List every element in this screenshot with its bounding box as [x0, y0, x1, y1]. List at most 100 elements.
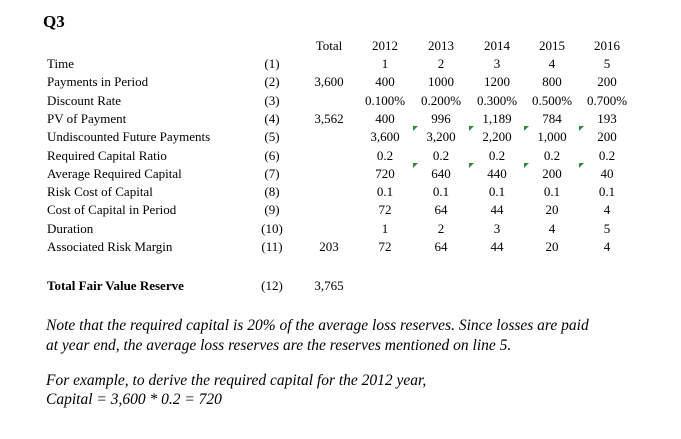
- row-ref: (3): [264, 92, 280, 108]
- row-ref: (4): [264, 110, 280, 126]
- table-cell: 193: [597, 110, 617, 126]
- table-cell: 72: [378, 239, 392, 254]
- table-cell: 2: [437, 220, 445, 236]
- row-total: 203: [319, 239, 339, 254]
- comment-marker-icon: [524, 126, 529, 132]
- table-cell: 4: [603, 239, 611, 254]
- table-cell: 0.1: [488, 184, 506, 200]
- row-label: Undiscounted Future Payments: [47, 129, 211, 145]
- table-cell: 3: [493, 56, 501, 71]
- row-ref: (5): [264, 129, 280, 145]
- table-cell: 0.200%: [420, 92, 462, 108]
- row-label: Average Required Capital: [47, 165, 182, 181]
- comment-marker-icon: [579, 126, 584, 132]
- comment-marker-icon: [524, 162, 529, 168]
- table-cell: 4: [548, 220, 556, 236]
- table-cell: 0.700%: [586, 92, 628, 108]
- table-cell: 2,200: [482, 129, 512, 145]
- row-ref: (11): [261, 239, 283, 254]
- example-line-2: Capital = 3,600 * 0.2 = 720: [46, 391, 222, 408]
- table-cell: 40: [600, 165, 614, 181]
- row-ref: (6): [264, 147, 280, 163]
- table-cell: 0.1: [543, 184, 561, 200]
- column-header: 2014: [484, 38, 510, 53]
- table-cell: 0.1: [376, 184, 394, 200]
- table-cell: 784: [542, 110, 562, 126]
- row-ref: (1): [264, 56, 280, 71]
- column-header: 2015: [539, 38, 565, 53]
- row-label: Cost of Capital in Period: [47, 202, 177, 218]
- column-header: Total: [315, 38, 343, 53]
- table-cell: 0.2: [488, 147, 506, 163]
- table-cell: 400: [375, 110, 395, 126]
- table-cell: 200: [597, 129, 617, 145]
- table-cell: 1200: [484, 74, 510, 90]
- table-cell: 0.2: [376, 147, 394, 163]
- comment-marker-icon: [413, 126, 418, 132]
- table-cell: 720: [375, 165, 395, 181]
- table-cell: 3,600: [370, 129, 400, 145]
- table-cell: 1000: [428, 74, 454, 90]
- table-cell: 4: [548, 56, 556, 71]
- row-total: 3,562: [314, 110, 344, 126]
- row-total: 3,600: [314, 74, 344, 90]
- comment-marker-icon: [469, 126, 474, 132]
- comment-marker-icon: [469, 162, 474, 168]
- row-label: PV of Payment: [47, 110, 127, 126]
- table-cell: 3,200: [426, 129, 456, 145]
- table-cell: 64: [434, 239, 448, 254]
- row-label: Time: [47, 56, 74, 71]
- table-cell: 20: [545, 239, 559, 254]
- table-cell: 400: [375, 74, 395, 90]
- row-ref: (2): [264, 74, 280, 90]
- table-cell: 3: [493, 220, 501, 236]
- column-header: 2013: [428, 38, 454, 53]
- table-cell: 5: [603, 56, 611, 71]
- total-row-label: Total Fair Value Reserve: [47, 278, 184, 293]
- table-cell: 1: [381, 220, 389, 236]
- table-cell: 72: [378, 202, 392, 218]
- row-label: Required Capital Ratio: [47, 147, 167, 163]
- note-line-1: Note that the required capital is 20% of…: [46, 317, 589, 334]
- question-title: Q3: [43, 12, 65, 31]
- row-ref: (8): [264, 184, 280, 200]
- row-label: Risk Cost of Capital: [47, 184, 153, 200]
- table-cell: 64: [434, 202, 448, 218]
- row-ref: (7): [264, 165, 280, 181]
- note-line-2: at year end, the average loss reserves a…: [46, 337, 512, 354]
- table-cell: 2: [437, 56, 445, 71]
- table-cell: 5: [603, 220, 611, 236]
- table-cell: 0.1: [432, 184, 450, 200]
- table-cell: 0.300%: [476, 92, 518, 108]
- example-line-1: For example, to derive the required capi…: [46, 372, 427, 389]
- table-cell: 1: [381, 56, 389, 71]
- table-cell: 800: [542, 74, 562, 90]
- table-cell: 44: [490, 202, 504, 218]
- row-label: Associated Risk Margin: [47, 239, 173, 254]
- table-cell: 200: [542, 165, 562, 181]
- table-cell: 1,000: [537, 129, 567, 145]
- comment-marker-icon: [579, 162, 584, 168]
- table-cell: 20: [545, 202, 559, 218]
- table-cell: 440: [487, 165, 507, 181]
- table-cell: 200: [597, 74, 617, 90]
- row-label: Payments in Period: [47, 74, 149, 90]
- total-row-ref: (12): [261, 278, 283, 293]
- table-cell: 0.500%: [531, 92, 573, 108]
- row-ref: (9): [264, 202, 280, 218]
- table-cell: 0.100%: [364, 92, 406, 108]
- table-cell: 0.1: [598, 184, 616, 200]
- table-cell: 1,189: [482, 110, 512, 126]
- total-row-value: 3,765: [314, 278, 344, 293]
- table-cell: 4: [603, 202, 611, 218]
- table-cell: 0.2: [543, 147, 561, 163]
- table-cell: 0.2: [598, 147, 616, 163]
- column-header: 2016: [594, 38, 620, 53]
- row-label: Discount Rate: [47, 92, 122, 108]
- row-ref: (10): [261, 220, 283, 236]
- row-label: Duration: [47, 220, 94, 236]
- column-header: 2012: [372, 38, 398, 53]
- table-cell: 640: [431, 165, 451, 181]
- table-cell: 44: [490, 239, 504, 254]
- table-cell: 0.2: [432, 147, 450, 163]
